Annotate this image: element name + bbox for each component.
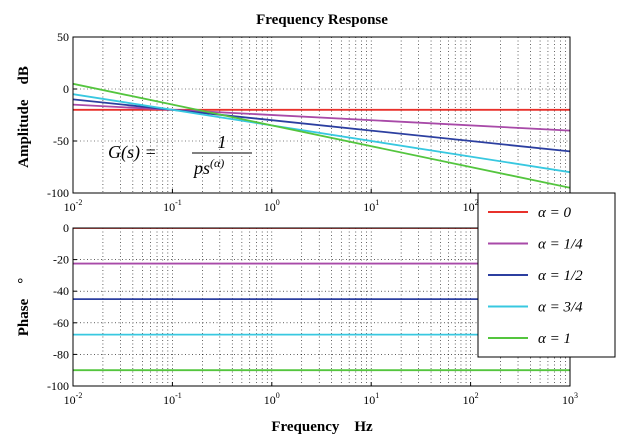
formula-numerator: 1 [218, 132, 227, 152]
phase-axis-label: Phase ° [16, 278, 32, 337]
plot-frame [72, 36, 571, 194]
x-tick-label: 10-2 [64, 198, 83, 214]
y-tick-label: -20 [53, 253, 69, 267]
formula-lhs: G(s) = [108, 142, 157, 163]
legend-entry-label: α = 0 [538, 205, 571, 221]
formula-denominator: ps(α) [192, 156, 224, 178]
x-tick-label: 102 [463, 391, 479, 407]
y-tick-label: -100 [47, 186, 69, 200]
y-tick-label: 50 [57, 30, 69, 44]
legend-entry-label: α = 1/4 [538, 237, 583, 253]
transfer-function-formula: G(s) = 1 ps(α) [108, 132, 252, 178]
amplitude-axis-label: Amplitude dB [16, 66, 32, 168]
x-tick-label: 100 [264, 391, 280, 407]
y-tick-label: -40 [53, 284, 69, 298]
legend-entry-label: α = 1 [538, 331, 571, 347]
x-axis-label: Frequency Hz [271, 419, 373, 435]
x-tick-label: 10-1 [163, 391, 182, 407]
plot-area [73, 37, 570, 193]
x-tick-label: 10-1 [163, 198, 182, 214]
amplitude-series-line-3 [73, 93, 570, 174]
x-tick-label: 103 [562, 391, 578, 407]
legend-entry-label: α = 3/4 [538, 300, 583, 316]
x-tick-label: 101 [363, 391, 379, 407]
amplitude-series-line-4 [73, 82, 570, 189]
chart-title: Frequency Response [256, 12, 388, 28]
x-tick-label: 100 [264, 198, 280, 214]
x-tick-label: 10-2 [64, 391, 83, 407]
legend: α = 0 α = 1/4 α = 1/2 α = 3/4 α = 1 [477, 192, 616, 358]
y-tick-label: -80 [53, 347, 69, 361]
grid-lines [73, 228, 570, 386]
x-tick-label: 102 [463, 198, 479, 214]
y-tick-label: 0 [63, 82, 69, 96]
legend-entry-label: α = 1/2 [538, 268, 583, 284]
y-tick-label: -60 [53, 316, 69, 330]
formula-exponent: (α) [210, 156, 224, 170]
y-tick-label: 0 [63, 221, 69, 235]
y-tick-label: -100 [47, 379, 69, 393]
y-tick-label: -50 [53, 134, 69, 148]
x-tick-label: 101 [363, 198, 379, 214]
grid-lines [73, 37, 570, 193]
